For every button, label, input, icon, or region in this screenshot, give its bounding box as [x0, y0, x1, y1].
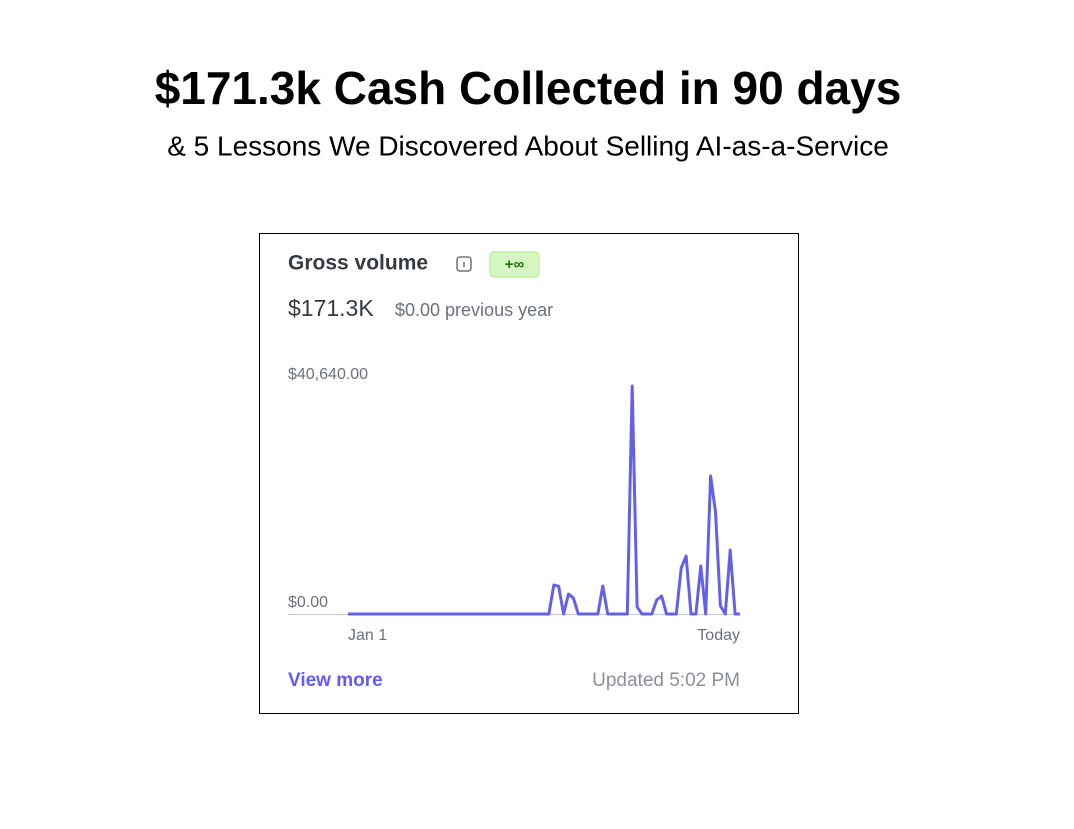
- y-tick-label: $40,640.00: [288, 366, 368, 383]
- info-icon: [456, 256, 472, 272]
- badge: [489, 251, 540, 278]
- x-tick-label: Jan 1: [348, 627, 387, 644]
- slide-subtitle: & 5 Lessons We Discovered About Selling …: [167, 130, 889, 161]
- x-tick-label: Today: [697, 627, 740, 644]
- card: [259, 233, 799, 714]
- y-tick-label: $0.00: [288, 594, 328, 611]
- card-title: Gross volume: [288, 252, 428, 275]
- volume-line: [348, 384, 740, 616]
- slide-title: $171.3k Cash Collected in 90 days: [155, 62, 902, 114]
- comparison: $0.00 previous year: [395, 300, 553, 320]
- view-more[interactable]: View more: [288, 670, 383, 691]
- chart: $0.00 $40,640.00 Jan 1 Today: [288, 366, 740, 644]
- total: $171.3K: [288, 295, 374, 321]
- updated: Updated 5:02 PM: [592, 670, 740, 691]
- badge-text: +∞: [505, 256, 525, 273]
